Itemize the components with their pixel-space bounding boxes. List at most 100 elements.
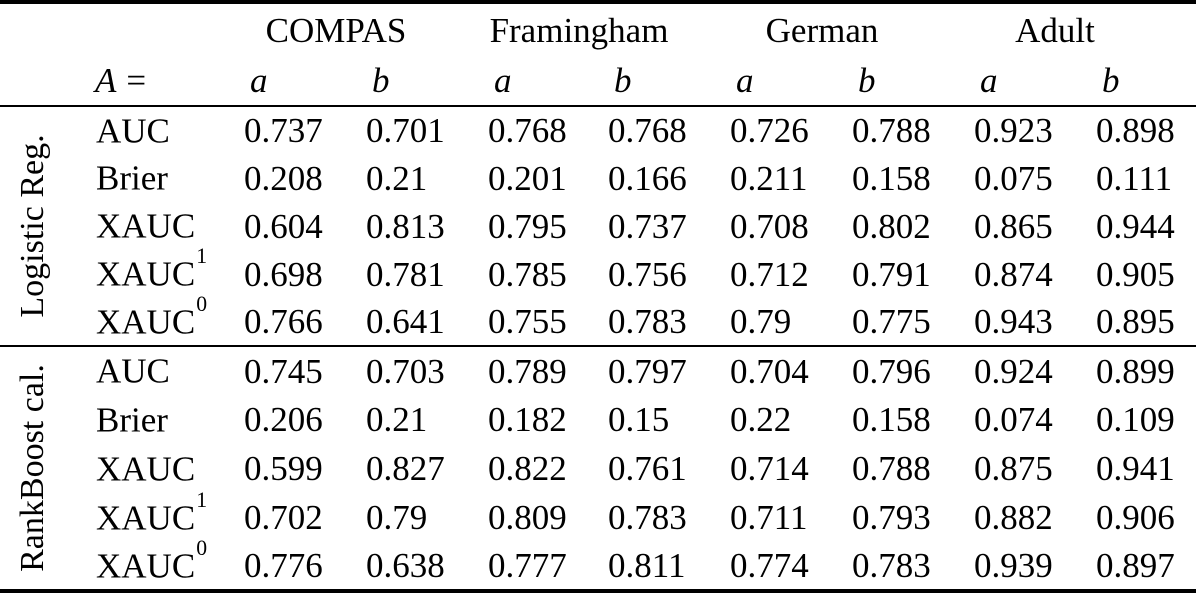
value-cell: 0.783 xyxy=(608,498,687,537)
group-label-cell: Logistic Reg. xyxy=(0,106,66,346)
logistic-reg-block: Logistic Reg. AUC 0.737 0.701 0.768 0.76… xyxy=(0,106,1196,346)
metric-label: Brier xyxy=(66,395,244,444)
value-cell: 0.776 xyxy=(244,546,323,585)
value-cell: 0.15 xyxy=(608,400,670,439)
value-cell: 0.788 xyxy=(852,111,931,150)
metric-base: XAUC xyxy=(96,254,196,294)
value-cell: 0.797 xyxy=(608,351,687,391)
value-cell: 0.783 xyxy=(608,302,687,341)
metric-superscript: 0 xyxy=(196,291,208,316)
value-cell: 0.813 xyxy=(366,206,445,246)
value-cell: 0.795 xyxy=(488,206,567,246)
value-cell: 0.811 xyxy=(608,546,686,585)
value-cell: 0.166 xyxy=(608,158,687,198)
metric-superscript: 1 xyxy=(196,487,208,512)
table-row: Brier 0.206 0.21 0.182 0.15 0.22 0.158 0… xyxy=(0,395,1196,444)
metric-base: XAUC xyxy=(96,449,196,489)
value-cell: 0.79 xyxy=(366,498,428,537)
value-cell: 0.703 xyxy=(366,351,445,391)
value-cell: 0.874 xyxy=(974,254,1053,294)
table-row: XAUC 0.599 0.827 0.822 0.761 0.714 0.788… xyxy=(0,444,1196,493)
value-cell: 0.21 xyxy=(366,158,428,198)
value-cell: 0.796 xyxy=(852,351,931,391)
subcol-header-adult-b: b xyxy=(1102,61,1120,100)
table-row: Brier 0.208 0.21 0.201 0.166 0.211 0.158… xyxy=(0,154,1196,202)
value-cell: 0.875 xyxy=(974,449,1053,488)
metric-base: Brier xyxy=(96,158,168,198)
value-cell: 0.22 xyxy=(730,400,792,439)
subcol-header-compas-a: a xyxy=(250,61,268,100)
table-row: Logistic Reg. AUC 0.737 0.701 0.768 0.76… xyxy=(0,106,1196,318)
value-cell: 0.761 xyxy=(608,449,687,488)
table-row: RankBoost cal. AUC 0.745 0.703 0.789 0.7… xyxy=(0,346,1196,572)
value-cell: 0.726 xyxy=(730,111,809,150)
value-cell: 0.109 xyxy=(1096,400,1175,439)
subcol-header-framingham-b: b xyxy=(614,61,632,100)
metric-superscript: 1 xyxy=(196,244,208,269)
sensitive-attribute-label: A = xyxy=(0,56,244,106)
metric-label: XAUC1 xyxy=(66,489,244,542)
value-cell: 0.865 xyxy=(974,206,1053,246)
dataset-header-adult: Adult xyxy=(1015,10,1095,50)
value-cell: 0.777 xyxy=(488,546,567,585)
value-cell: 0.704 xyxy=(730,351,809,391)
subcol-header-compas-b: b xyxy=(372,61,390,100)
value-cell: 0.21 xyxy=(366,400,428,439)
dataset-header-german: German xyxy=(765,10,879,50)
value-cell: 0.702 xyxy=(244,498,323,537)
value-cell: 0.768 xyxy=(488,111,567,150)
metric-superscript: 0 xyxy=(196,535,208,560)
value-cell: 0.785 xyxy=(488,254,567,294)
value-cell: 0.783 xyxy=(852,546,931,585)
value-cell: 0.714 xyxy=(730,449,809,488)
value-cell: 0.827 xyxy=(366,449,445,488)
group-label-cell: RankBoost cal. xyxy=(0,346,66,591)
value-cell: 0.941 xyxy=(1096,449,1175,488)
rankboost-cal-block: RankBoost cal. AUC 0.745 0.703 0.789 0.7… xyxy=(0,346,1196,591)
value-cell: 0.711 xyxy=(730,498,808,537)
metric-base: XAUC xyxy=(96,302,196,342)
value-cell: 0.789 xyxy=(488,351,567,391)
value-cell: 0.074 xyxy=(974,400,1053,439)
value-cell: 0.182 xyxy=(488,400,567,439)
value-cell: 0.906 xyxy=(1096,498,1175,537)
value-cell: 0.158 xyxy=(852,158,931,198)
metric-base: AUC xyxy=(96,351,170,391)
dataset-header-row: COMPAS Framingham German Adult xyxy=(0,2,1196,56)
value-cell: 0.939 xyxy=(974,546,1053,585)
value-cell: 0.599 xyxy=(244,449,323,488)
subcol-header-framingham-a: a xyxy=(494,61,512,100)
dataset-header-compas: COMPAS xyxy=(265,10,407,50)
value-cell: 0.206 xyxy=(244,400,323,439)
value-cell: 0.775 xyxy=(852,302,931,341)
dataset-header-framingham: Framingham xyxy=(489,10,669,50)
value-cell: 0.766 xyxy=(244,302,323,341)
value-cell: 0.208 xyxy=(244,158,323,198)
table-header: COMPAS Framingham German Adult A = a b a … xyxy=(0,2,1196,106)
value-cell: 0.802 xyxy=(852,206,931,246)
value-cell: 0.897 xyxy=(1096,546,1175,585)
value-cell: 0.712 xyxy=(730,254,809,294)
metric-label: XAUC1 xyxy=(66,246,244,298)
group-label-logistic-reg: Logistic Reg. xyxy=(14,134,51,318)
value-cell: 0.708 xyxy=(730,206,809,246)
value-cell: 0.943 xyxy=(974,302,1053,341)
equals-sign: = xyxy=(126,61,147,100)
metric-label: XAUC xyxy=(66,444,244,493)
value-cell: 0.944 xyxy=(1096,206,1175,246)
value-cell: 0.604 xyxy=(244,206,323,246)
value-cell: 0.075 xyxy=(974,158,1053,198)
value-cell: 0.641 xyxy=(366,302,445,341)
table-row: XAUC1 0.698 0.781 0.785 0.756 0.712 0.79… xyxy=(0,246,1196,298)
value-cell: 0.822 xyxy=(488,449,567,488)
table-row: XAUC0 0.766 0.641 0.755 0.783 0.79 0.775… xyxy=(0,293,1196,346)
value-cell: 0.923 xyxy=(974,111,1053,150)
metric-label: XAUC xyxy=(66,202,244,250)
value-cell: 0.638 xyxy=(366,546,445,585)
value-cell: 0.737 xyxy=(244,111,323,150)
metric-label: AUC xyxy=(66,106,244,154)
value-cell: 0.745 xyxy=(244,351,323,391)
value-cell: 0.698 xyxy=(244,254,323,294)
metric-label: Brier xyxy=(66,154,244,202)
